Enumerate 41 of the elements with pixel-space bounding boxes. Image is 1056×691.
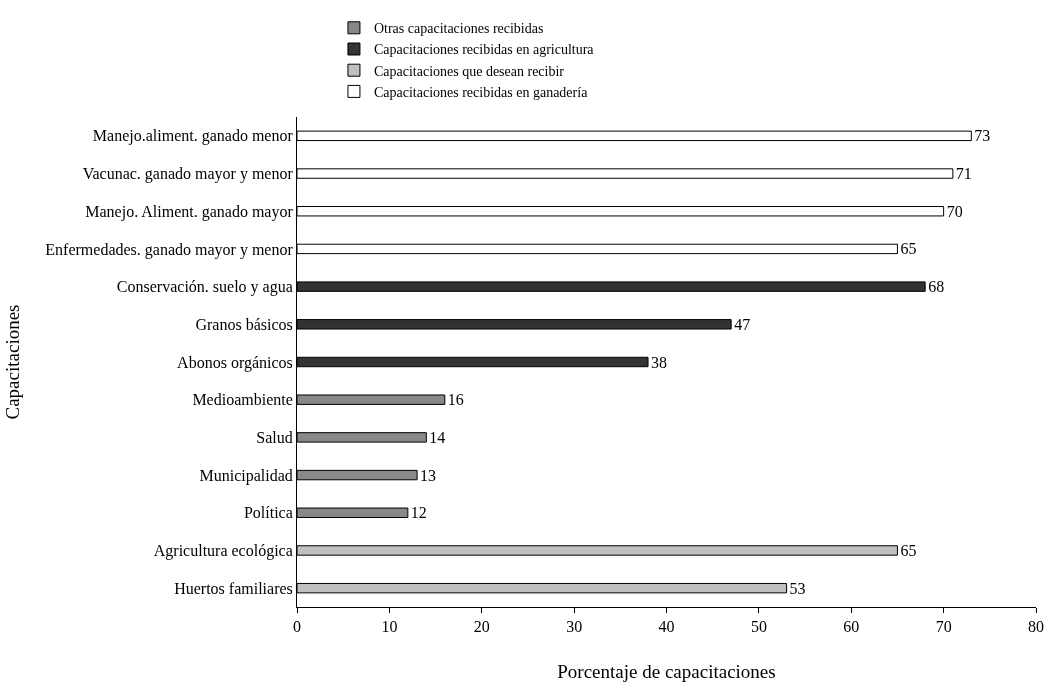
legend-label: Capacitaciones recibidas en agricultura [373, 42, 595, 58]
y-tick-label: Enfermedades. ganado mayor y menor [45, 240, 294, 259]
legend-label: Otras capacitaciones recibidas [373, 21, 544, 37]
y-tick-label: Granos básicos [195, 315, 293, 333]
x-tick-label: 60 [843, 618, 860, 636]
data-label: 65 [900, 541, 917, 559]
legend-label: Capacitaciones recibidas en ganadería [373, 84, 589, 100]
x-tick-label: 70 [935, 618, 952, 636]
data-label: 70 [946, 202, 963, 220]
x-tick-label: 10 [381, 618, 398, 636]
data-label: 68 [928, 278, 945, 296]
x-tick-label: 20 [473, 618, 490, 636]
x-tick-label: 0 [293, 618, 301, 636]
y-tick-label: Política [243, 504, 293, 522]
y-axis-title: Capacitaciones [2, 304, 24, 420]
x-axis-title: Porcentaje de capacitaciones [557, 661, 776, 682]
data-label: 13 [420, 466, 437, 484]
legend-label: Capacitaciones que desean recibir [373, 63, 565, 79]
data-label: 65 [900, 240, 917, 258]
y-tick-label: Huertos familiares [174, 579, 293, 597]
y-tick-label: Agricultura ecológica [153, 542, 293, 561]
y-tick-label: Conservación. suelo y agua [116, 278, 293, 297]
data-label: 38 [651, 353, 668, 371]
y-tick-label: Vacunac. ganado mayor y menor [82, 165, 294, 184]
y-tick-label: Manejo.aliment. ganado menor [92, 127, 294, 146]
y-tick-label: Medioambiente [192, 391, 293, 409]
data-label: 12 [410, 504, 427, 522]
x-tick-label: 40 [658, 618, 675, 636]
data-label: 16 [447, 391, 464, 409]
data-label: 73 [974, 127, 991, 145]
data-label: 14 [429, 428, 446, 446]
y-tick-label: Manejo. Aliment. ganado mayor [85, 202, 294, 221]
y-tick-label: Municipalidad [199, 466, 293, 485]
x-tick-label: 80 [1028, 618, 1044, 636]
data-label: 47 [734, 315, 751, 333]
x-tick-label: 30 [566, 618, 583, 636]
data-label: 71 [955, 165, 972, 183]
y-tick-label: Abonos orgánicos [177, 353, 293, 372]
data-label: 53 [789, 579, 806, 597]
y-tick-label: Salud [256, 428, 293, 446]
x-tick-label: 50 [750, 618, 767, 636]
